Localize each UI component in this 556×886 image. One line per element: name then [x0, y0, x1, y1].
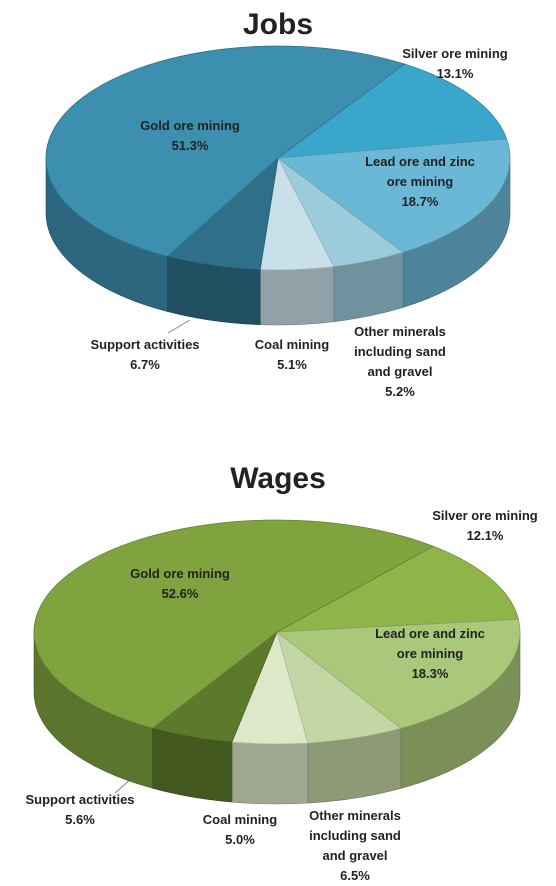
pie-slice-side: [259, 266, 335, 326]
slice-label: Gold ore mining: [130, 566, 230, 581]
value-label: 5.0%: [225, 832, 255, 847]
value-label: 52.6%: [162, 586, 199, 601]
slice-label: Coal mining: [203, 812, 277, 827]
slice-label: Lead ore and zinc ore mining: [375, 626, 485, 661]
slice-label-line: Silver ore mining: [432, 508, 538, 523]
slice-label: Support activities: [25, 792, 134, 807]
value-label: 13.1%: [437, 66, 474, 81]
slice-label-line: ore mining: [387, 174, 454, 189]
slice-label-line: including sand: [309, 828, 401, 843]
pie-sides: [33, 631, 521, 805]
slice-label-line: Other minerals: [354, 324, 446, 339]
chart-title: Wages: [230, 462, 326, 495]
value-label: 5.2%: [385, 384, 415, 399]
slice-label: Support activities: [90, 337, 199, 352]
value-label: 5.1%: [277, 357, 307, 372]
chart-title: Jobs: [243, 8, 313, 41]
slice-label-line: Lead ore and zinc: [365, 154, 475, 169]
value-label: 18.3%: [412, 666, 449, 681]
value-label: 6.7%: [130, 357, 160, 372]
slice-label-line: and gravel: [322, 848, 387, 863]
slice-label: Lead ore and zinc ore mining: [365, 154, 475, 189]
slice-label-line: Gold ore mining: [140, 118, 240, 133]
slice-label-line: ore mining: [397, 646, 464, 661]
value-label: 6.5%: [340, 868, 370, 883]
slice-label-line: Support activities: [25, 792, 134, 807]
slice-label-line: and gravel: [367, 364, 432, 379]
pie-slice: [276, 138, 511, 253]
slice-label: Other minerals including sand and gravel: [309, 808, 401, 863]
slice-label-line: Support activities: [90, 337, 199, 352]
value-label: 51.3%: [172, 138, 209, 153]
slice-label-line: including sand: [354, 344, 446, 359]
slice-label: Other minerals including sand and gravel: [354, 324, 446, 379]
pie-slice: [45, 45, 406, 257]
pie-slice: [276, 63, 508, 159]
pie-slice-side: [231, 741, 309, 805]
slice-label: Coal mining: [255, 337, 329, 352]
slice-label-line: Coal mining: [255, 337, 329, 352]
leader-line: [167, 319, 191, 334]
pie-slice: [33, 519, 435, 729]
pie-sides: [45, 157, 511, 326]
value-label: 18.7%: [402, 194, 439, 209]
slice-label-line: Other minerals: [309, 808, 401, 823]
pie-slice: [276, 545, 519, 633]
slice-label: Silver ore mining: [432, 508, 538, 523]
slice-label-line: Silver ore mining: [402, 46, 508, 61]
slice-label: Silver ore mining: [402, 46, 508, 61]
slice-label: Gold ore mining: [140, 118, 240, 133]
value-label: 12.1%: [467, 528, 504, 543]
slice-label-line: Coal mining: [203, 812, 277, 827]
slice-label-line: Lead ore and zinc: [375, 626, 485, 641]
slice-label-line: Gold ore mining: [130, 566, 230, 581]
pie-tops: [45, 45, 511, 271]
pie-tops: [33, 519, 521, 745]
value-label: 5.6%: [65, 812, 95, 827]
pie-slice: [275, 618, 521, 729]
